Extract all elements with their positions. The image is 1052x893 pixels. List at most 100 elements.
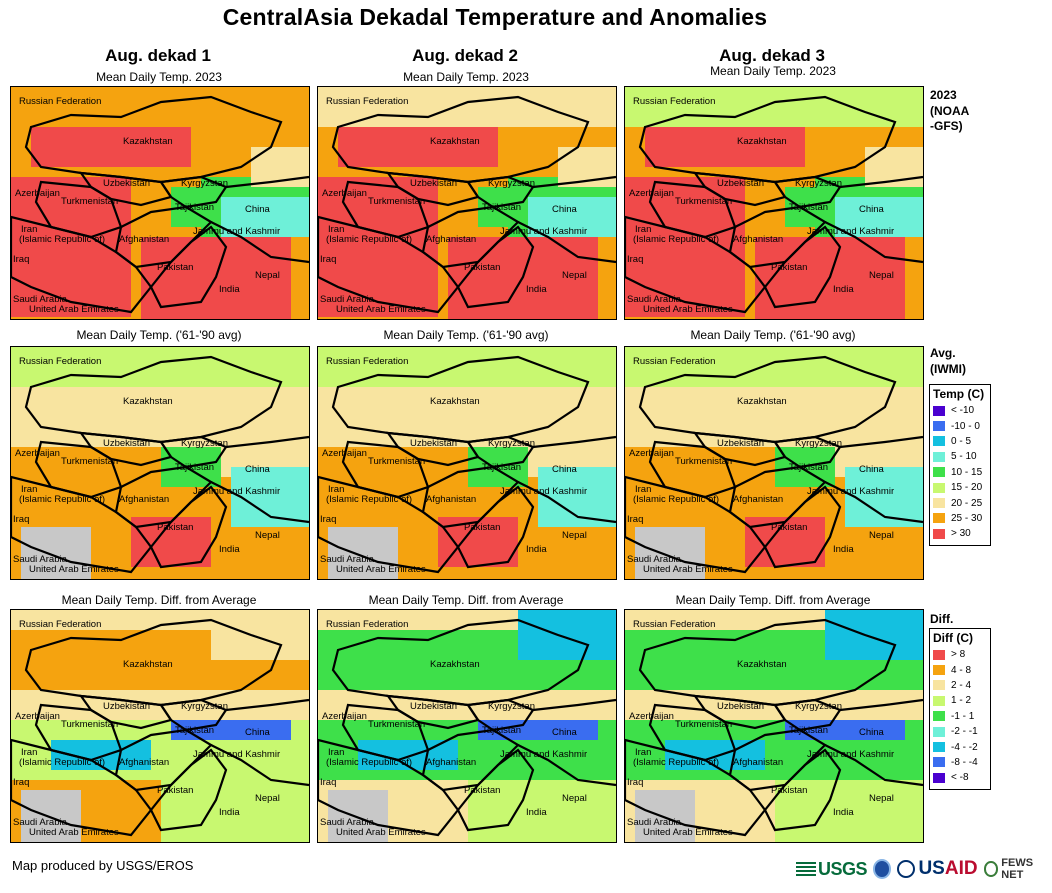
place-label: (Islamic Republic of) [326, 494, 413, 505]
raster-zone [635, 790, 695, 842]
legend-entry: < -10 [933, 403, 987, 418]
place-label: Russian Federation [326, 96, 409, 107]
china-boundary [517, 435, 616, 524]
legend-entry: -10 - 0 [933, 418, 987, 433]
side-label-current: 2023 (NOAA -GFS) [930, 88, 969, 135]
place-label: United Arab Emirates [29, 564, 119, 575]
map-raster [11, 87, 309, 319]
turkmenistan-boundary [341, 440, 430, 499]
raster-zone [518, 610, 616, 660]
panel-caption: Mean Daily Temp. ('61-'90 avg) [690, 328, 856, 342]
panel-caption: Mean Daily Temp. Diff. from Average [368, 593, 564, 607]
legend-label: < -10 [951, 405, 975, 417]
pakistan-boundary [149, 225, 228, 309]
place-label: Kyrgyzstan [488, 178, 535, 189]
iran-boundary [625, 475, 767, 574]
legend-label: > 30 [951, 528, 971, 540]
legend-entry: 4 - 8 [933, 662, 987, 677]
kazakhstan-boundary [331, 95, 590, 184]
place-label: Jammu and Kashmir [807, 749, 895, 760]
place-label: Kazakhstan [123, 659, 173, 670]
place-label: Tajikistan [175, 725, 215, 736]
place-label: India [833, 544, 854, 555]
iran-boundary [318, 738, 460, 837]
pakistan-boundary [763, 748, 842, 832]
place-label: Turkmenistan [61, 196, 119, 207]
place-label: Nepal [562, 530, 587, 541]
place-label: Uzbekistan [410, 701, 457, 712]
place-label: Kazakhstan [737, 396, 787, 407]
place-label: Azerbaijan [629, 188, 674, 199]
place-label: Jammu and Kashmir [807, 226, 895, 237]
place-label: Iran [635, 224, 652, 235]
place-label: United Arab Emirates [29, 827, 119, 838]
place-label: Uzbekistan [717, 178, 764, 189]
footer-credit: Map produced by USGS/EROS [12, 858, 194, 873]
place-label: Russian Federation [633, 619, 716, 630]
turkmenistan-boundary [34, 440, 123, 499]
difference-legend: Diff (C) > 8 4 - 8 2 - 4 1 - 2 -1 - 1 -2 - -1… [929, 628, 991, 790]
place-label: United Arab Emirates [643, 304, 733, 315]
place-label: China [552, 204, 577, 215]
place-label: Turkmenistan [368, 456, 426, 467]
partner-logos: USGS US AID FEWS NET [796, 855, 1052, 883]
legend-entry: 15 - 20 [933, 480, 987, 495]
legend-label: < -8 [951, 772, 969, 784]
side-label-line: (NOAA [930, 103, 970, 118]
place-label: (Islamic Republic of) [633, 494, 720, 505]
legend-swatch [933, 649, 945, 660]
kyrgyz-tajik-boundary [466, 175, 535, 209]
raster-zone [625, 87, 923, 127]
place-label: India [833, 807, 854, 818]
place-label: Iraq [13, 254, 30, 265]
place-label: Saudi Arabia [627, 294, 681, 305]
column-header-dekad-2: Aug. dekad 2 [412, 46, 518, 65]
place-label: Russian Federation [19, 96, 102, 107]
raster-zone [318, 347, 616, 387]
place-label: United Arab Emirates [336, 304, 426, 315]
raster-zone [468, 780, 616, 842]
iran-boundary [11, 475, 153, 574]
place-label: Tajikistan [789, 202, 829, 213]
raster-zone [211, 610, 309, 660]
place-label: Pakistan [157, 785, 194, 796]
usaid-logo-accent: AID [944, 858, 978, 879]
globe-icon [983, 861, 999, 877]
place-label: (Islamic Republic of) [19, 234, 106, 245]
place-label: (Islamic Republic of) [326, 757, 413, 768]
place-label: Uzbekistan [410, 438, 457, 449]
place-label: Tajikistan [789, 725, 829, 736]
usaid-logo-text: US [918, 858, 945, 879]
legend-label: -1 - 1 [951, 710, 975, 722]
legend-entry: -8 - -4 [933, 755, 987, 770]
legend-label: 25 - 30 [951, 512, 983, 524]
place-label: Saudi Arabia [13, 554, 67, 565]
map-panel-difference-dekad-1: Russian Federation Kazakhstan Uzbekistan Ky… [10, 609, 310, 843]
place-label: Turkmenistan [61, 456, 119, 467]
raster-zone [528, 197, 616, 237]
legend-label: 20 - 25 [951, 497, 983, 509]
column-header-dekad-3: Aug. dekad 3 [719, 46, 825, 65]
raster-zone [171, 720, 291, 740]
legend-entry: < -8 [933, 770, 987, 785]
place-label: United Arab Emirates [643, 827, 733, 838]
side-label-difference: Diff. [930, 612, 953, 628]
map-panel-average-dekad-2: Russian Federation Kazakhstan Uzbekistan Ky… [317, 346, 617, 580]
legend-swatch [933, 498, 945, 509]
legend-entry: 10 - 15 [933, 465, 987, 480]
place-label: Uzbekistan [717, 438, 764, 449]
kyrgyz-tajik-boundary [466, 698, 535, 732]
map-panel-current-dekad-2: Russian Federation Kazakhstan Uzbekistan Ky… [317, 86, 617, 320]
raster-zone [318, 87, 616, 127]
map-panel-current-dekad-3: Russian Federation Kazakhstan Uzbekistan Ky… [624, 86, 924, 320]
place-label: Uzbekistan [717, 701, 764, 712]
place-label: Tajikistan [789, 462, 829, 473]
legend-label: 15 - 20 [951, 482, 983, 494]
iran-boundary [11, 738, 153, 837]
legend-entry: 20 - 25 [933, 495, 987, 510]
kazakhstan-boundary [24, 355, 283, 444]
legend-label: 2 - 4 [951, 679, 972, 691]
place-label: Jammu and Kashmir [193, 226, 281, 237]
legend-label: 1 - 2 [951, 695, 972, 707]
legend-swatch [933, 757, 945, 768]
